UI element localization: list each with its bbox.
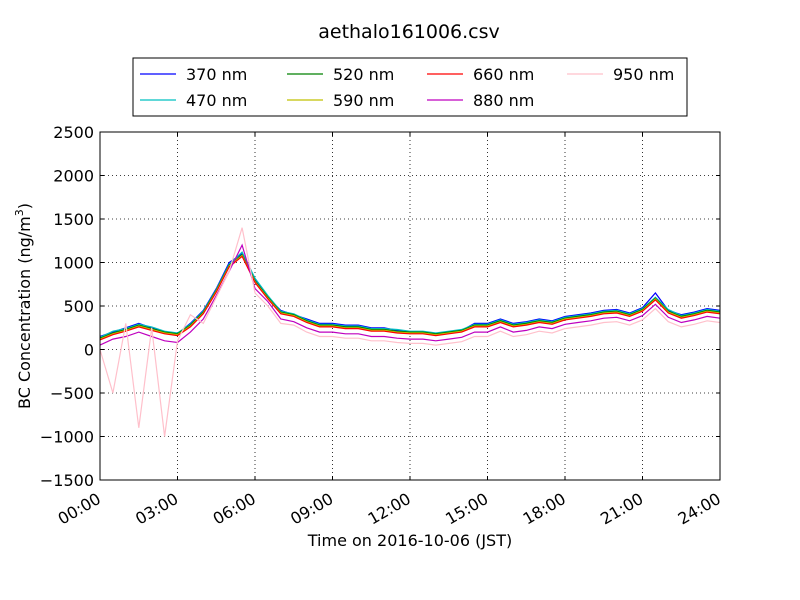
plot-frame [99, 131, 721, 481]
series-lines [99, 227, 721, 437]
legend: 370 nm 470 nm 520 nm 590 nm 660 nm 880 nm 950 … [132, 57, 688, 117]
legend-label: 470 nm [186, 91, 247, 110]
y-tick-label: −500 [50, 384, 94, 403]
y-tick-label: 1000 [53, 254, 94, 273]
legend-label: 370 nm [186, 65, 247, 84]
series-line [99, 227, 721, 437]
y-tick-label: 2500 [53, 123, 94, 142]
y-tick-label: 1500 [53, 210, 94, 229]
y-tick-label: 500 [63, 297, 94, 316]
y-axis-label: BC Concentration (ng/m3) [13, 203, 34, 409]
legend-label: 880 nm [473, 91, 534, 110]
grid-lines [100, 132, 720, 480]
y-axis-label-main: BC Concentration (ng/m [15, 216, 34, 409]
legend-label: 590 nm [333, 91, 394, 110]
y-axis-label-tail: ) [15, 203, 34, 209]
y-tick-label: −1000 [40, 428, 94, 447]
series-line [99, 243, 721, 346]
y-tick-label: 0 [84, 341, 94, 360]
legend-label: 950 nm [613, 65, 674, 84]
chart-title: aethalo161006.csv [318, 21, 500, 43]
x-axis-label: Time on 2016-10-06 (JST) [307, 531, 512, 550]
y-tick-labels: −1500 −1000 −500 0 500 1000 1500 2000 2500 [40, 123, 94, 490]
y-axis-label-superscript: 3 [13, 209, 26, 216]
y-tick-label: 2000 [53, 167, 94, 186]
legend-label: 520 nm [333, 65, 394, 84]
legend-box [132, 57, 688, 117]
legend-items: 370 nm 470 nm 520 nm 590 nm 660 nm 880 nm 950 … [140, 65, 674, 110]
y-tick-label: −1500 [40, 471, 94, 490]
legend-label: 660 nm [473, 65, 534, 84]
series-line [99, 255, 721, 341]
